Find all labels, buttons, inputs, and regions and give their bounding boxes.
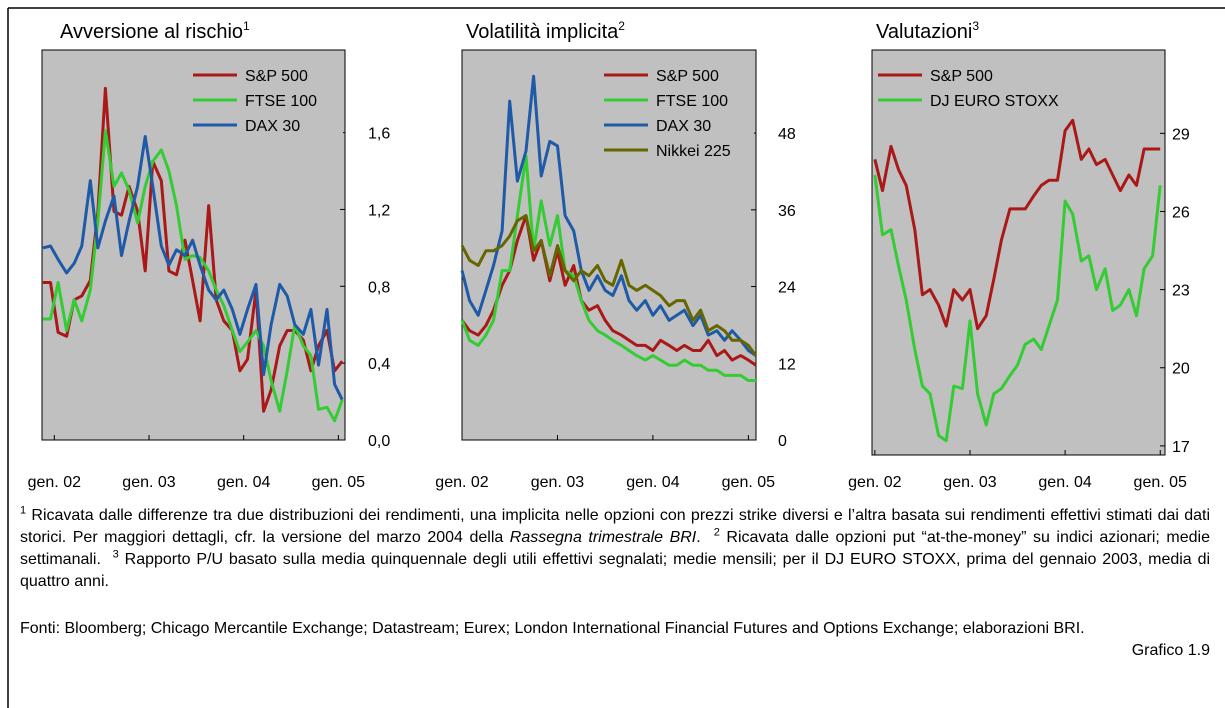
chart-title-footnote: 3 bbox=[972, 19, 979, 33]
legend-bg bbox=[654, 65, 754, 85]
x-tick-label: gen. 03 bbox=[531, 474, 584, 491]
x-tick-label: gen. 05 bbox=[312, 474, 365, 491]
x-tick-label: gen. 02 bbox=[28, 474, 81, 491]
x-tick-label: gen. 05 bbox=[722, 474, 775, 491]
y-tick-label: 1,2 bbox=[368, 202, 390, 219]
y-tick-label: 12 bbox=[778, 356, 796, 373]
legend-label: FTSE 100 bbox=[245, 93, 317, 110]
y-tick-label: 20 bbox=[1172, 361, 1190, 378]
footnote-marker: 3 bbox=[112, 548, 119, 561]
x-tick-label: gen. 03 bbox=[122, 474, 175, 491]
chart-title-footnote: 2 bbox=[618, 19, 625, 33]
series-line bbox=[42, 129, 344, 423]
sources: Fonti: Bloomberg; Chicago Mercantile Exc… bbox=[20, 620, 1085, 637]
legend-label: DAX 30 bbox=[656, 118, 711, 135]
legend-bg bbox=[654, 115, 754, 135]
x-tick-label: gen. 04 bbox=[626, 474, 679, 491]
chart-title: Valutazioni3 bbox=[876, 19, 979, 43]
legend-bg bbox=[654, 140, 754, 160]
legend-bg bbox=[928, 65, 1160, 85]
legend-label: DAX 30 bbox=[245, 118, 300, 135]
y-tick-label: 0,4 bbox=[368, 356, 390, 373]
legend-bg bbox=[654, 90, 754, 110]
series-line bbox=[42, 135, 344, 401]
y-tick-label: 26 bbox=[1172, 204, 1190, 221]
footnote-text: . bbox=[696, 529, 701, 546]
footnote-marker: 1 bbox=[20, 504, 27, 517]
y-tick-label: 0 bbox=[778, 433, 787, 450]
chart-title-text: Volatilità implicita bbox=[466, 21, 619, 43]
legend-bg bbox=[243, 65, 343, 85]
chart-title-footnote: 1 bbox=[243, 19, 250, 33]
x-tick-label: gen. 02 bbox=[435, 474, 488, 491]
x-tick-label: gen. 02 bbox=[848, 474, 901, 491]
plot-area bbox=[871, 49, 1166, 456]
x-tick-label: gen. 04 bbox=[1038, 474, 1091, 491]
x-tick-label: gen. 03 bbox=[943, 474, 996, 491]
y-tick-label: 24 bbox=[778, 280, 796, 297]
legend-label: S&P 500 bbox=[245, 68, 308, 85]
chart-title: Avversione al rischio1 bbox=[60, 19, 250, 43]
series-line bbox=[873, 174, 1162, 443]
series-line bbox=[460, 214, 758, 357]
y-tick-label: 48 bbox=[778, 126, 796, 143]
legend-label: FTSE 100 bbox=[656, 93, 728, 110]
figure-label: Grafico 1.9 bbox=[1131, 642, 1210, 659]
legend-label: Nikkei 225 bbox=[656, 143, 731, 160]
series-line bbox=[460, 154, 756, 382]
footnote-marker: 2 bbox=[713, 526, 720, 539]
x-tick-label: gen. 04 bbox=[217, 474, 270, 491]
chart-title-text: Valutazioni bbox=[876, 21, 972, 43]
legend-bg bbox=[928, 90, 1160, 110]
x-tick-label: gen. 05 bbox=[1134, 474, 1187, 491]
legend-bg bbox=[243, 115, 343, 135]
footnote-emphasis: Rassegna trimestrale BRI bbox=[509, 529, 697, 546]
y-tick-label: 0,8 bbox=[368, 279, 390, 296]
chart-title: Volatilità implicita2 bbox=[466, 19, 625, 43]
y-tick-label: 0,0 bbox=[368, 433, 390, 450]
series-line bbox=[873, 118, 1161, 331]
legend-label: DJ EURO STOXX bbox=[930, 93, 1059, 110]
y-tick-label: 29 bbox=[1172, 126, 1190, 143]
legend-label: S&P 500 bbox=[656, 68, 719, 85]
y-tick-label: 17 bbox=[1172, 439, 1190, 456]
footnote-text: Rapporto P/U basato sulla media quinquen… bbox=[20, 551, 1211, 590]
legend-label: S&P 500 bbox=[930, 68, 993, 85]
legend-bg bbox=[243, 90, 343, 110]
footnotes: 1 Ricavata dalle differenze tra due dist… bbox=[20, 505, 1210, 593]
y-tick-label: 36 bbox=[778, 203, 796, 220]
footnote-text: Ricavata dalle opzioni put “at-the-money… bbox=[20, 529, 1210, 568]
footnote-text: Ricavata dalle differenze tra due distri… bbox=[20, 507, 1210, 546]
y-tick-label: 23 bbox=[1172, 283, 1190, 300]
chart-title-text: Avversione al rischio bbox=[60, 21, 243, 43]
series-line bbox=[460, 74, 757, 357]
y-tick-label: 1,6 bbox=[368, 126, 390, 143]
